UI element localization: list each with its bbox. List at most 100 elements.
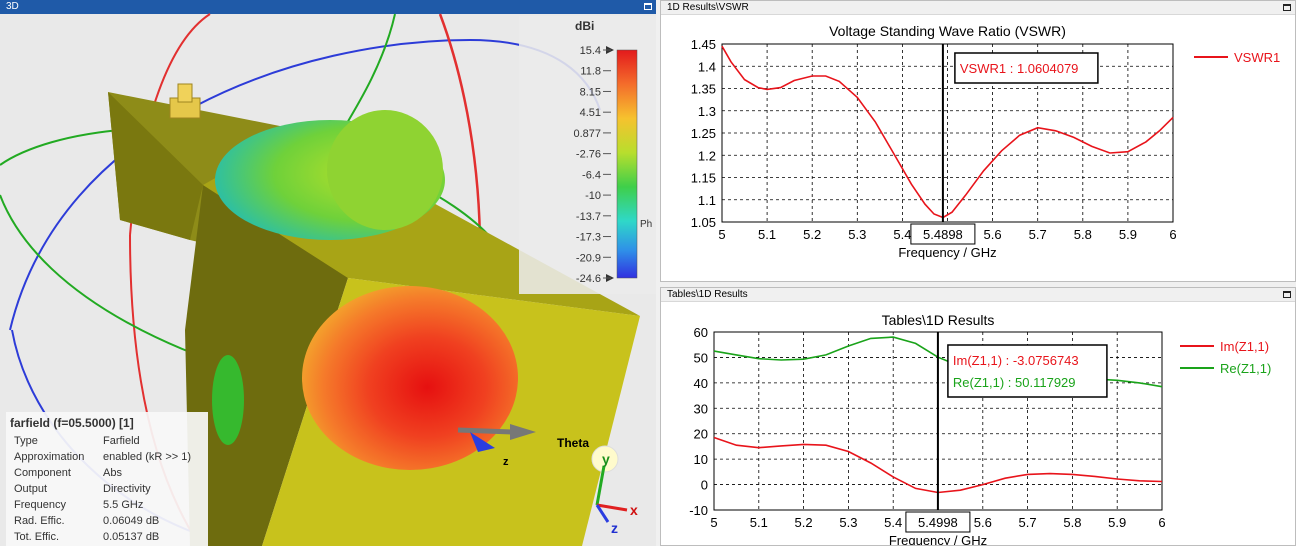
y-tick-label: 0 — [701, 478, 708, 493]
y-tick-label: 60 — [694, 325, 708, 340]
y-tick-label: 20 — [694, 427, 708, 442]
triad-x-axis — [596, 503, 628, 512]
legend-label: Re(Z1,1) — [1220, 361, 1271, 376]
y-tick-label: 1.05 — [691, 215, 716, 230]
colorbar-tick-label: 15.4 — [580, 45, 601, 57]
marker-value: 5.4898 — [923, 227, 963, 242]
y-tick-label: 1.25 — [691, 126, 716, 141]
x-tick-label: 5.9 — [1108, 515, 1126, 530]
marker-value: 5.4998 — [918, 515, 958, 530]
z-arrow-head — [470, 432, 495, 452]
info-key: Tot. Effic. — [14, 531, 60, 543]
marker-annotation-text: Im(Z1,1) : -3.0756743 — [953, 353, 1079, 368]
colorbar-tick-label: 8.15 — [580, 86, 601, 98]
vswr-titlebar[interactable]: 1D Results\VSWR — [661, 1, 1295, 15]
info-row: Rad. Effic. 0.06049 dB — [6, 513, 208, 529]
maximize-icon[interactable] — [644, 3, 652, 10]
x-tick-label: 5.8 — [1074, 227, 1092, 242]
marker-annotation-box — [947, 344, 1108, 398]
x-tick-label: 5 — [718, 227, 725, 242]
x-tick-label: 5.2 — [803, 227, 821, 242]
info-key: Frequency — [14, 499, 66, 511]
info-value: Directivity — [103, 483, 151, 495]
theta-arrow-head — [510, 424, 536, 440]
farfield-info-box: farfield (f=05.5000) [1] Type Farfield Ap… — [6, 412, 208, 546]
info-value: 5.5 GHz — [103, 499, 144, 511]
chart-title: Tables\1D Results — [882, 312, 995, 328]
colorbar-tick-label: -17.3 — [576, 232, 601, 244]
colorbar-svg: dBi 15.4 11.8 8.15 4.51 0.877 -2.76 -6.4 -10 -13… — [573, 19, 652, 285]
marker-annotation-text: Re(Z1,1) : 50.117929 — [953, 375, 1076, 390]
y-tick-label: 1.4 — [698, 59, 716, 74]
maximize-icon[interactable] — [1283, 4, 1291, 11]
connector-pin — [177, 83, 193, 103]
y-tick-label: 1.2 — [698, 148, 716, 163]
y-tick-label: 1.45 — [691, 37, 716, 52]
x-tick-label: 6 — [1158, 515, 1165, 530]
tables-panel[interactable]: Tables\1D Results Tables\1D Results 5 5.1 5… — [660, 287, 1296, 546]
info-key: Component — [14, 467, 71, 479]
info-key: Type — [14, 435, 38, 447]
back-lobe — [212, 355, 244, 445]
triad-y-label: y — [602, 451, 610, 467]
colorbar-tick-label: -2.76 — [576, 149, 601, 161]
maximize-icon[interactable] — [1283, 291, 1291, 298]
legend-label: Im(Z1,1) — [1220, 339, 1269, 354]
triad-y-axis — [595, 465, 606, 506]
chart-title: Voltage Standing Wave Ratio (VSWR) — [829, 23, 1066, 39]
triad-z-label: z — [611, 520, 618, 536]
triad-z-axis — [595, 504, 610, 523]
marker-value-box — [905, 511, 971, 533]
view3d-titlebar[interactable]: 3D — [0, 0, 656, 14]
x-tick-label: 5.8 — [1063, 515, 1081, 530]
y-tick-label: 1.1 — [698, 193, 716, 208]
x-axis-label: Frequency / GHz — [898, 245, 996, 260]
vswr-panel[interactable]: 1D Results\VSWR Voltage Standing Wave Ra… — [660, 0, 1296, 282]
info-value: 0.05137 dB — [103, 531, 160, 543]
info-key: Approximation — [14, 451, 85, 463]
info-value: Abs — [103, 467, 122, 479]
legend-label: VSWR1 — [1234, 50, 1280, 65]
theta-label: Theta — [557, 436, 589, 450]
view3d-panel[interactable]: 3D — [0, 0, 656, 546]
x-tick-label: 5 — [710, 515, 717, 530]
x-tick-label: 5.4 — [884, 515, 902, 530]
triad-x-label: x — [630, 502, 638, 518]
x-tick-label: 5.6 — [984, 227, 1002, 242]
y-tick-label: 50 — [694, 350, 708, 365]
vswr-panel-title: 1D Results\VSWR — [667, 2, 749, 13]
theta-arrow — [457, 427, 513, 435]
horn-side-face — [185, 185, 348, 546]
y-tick-label: 1.35 — [691, 82, 716, 97]
colorbar-tick-label: 4.51 — [580, 107, 601, 119]
info-row: Tot. Effic. 0.05137 dB — [6, 529, 208, 545]
colorbar-tick-label: 0.877 — [573, 128, 601, 140]
side-lobe-bulge — [327, 110, 443, 230]
colorbar-unit: dBi — [575, 19, 594, 33]
colorbar: dBi 15.4 11.8 8.15 4.51 0.877 -2.76 -6.4 -10 -13… — [519, 16, 656, 294]
triad-highlight[interactable] — [591, 445, 619, 473]
x-tick-label: 5.1 — [758, 227, 776, 242]
x-tick-label: 6 — [1169, 227, 1176, 242]
x-tick-label: 5.7 — [1019, 515, 1037, 530]
info-value: enabled (kR >> 1) — [103, 451, 192, 463]
x-tick-label: 5.6 — [974, 515, 992, 530]
tables-titlebar[interactable]: Tables\1D Results — [661, 288, 1295, 302]
info-row: Approximation enabled (kR >> 1) — [6, 449, 208, 465]
vswr-chart[interactable]: Voltage Standing Wave Ratio (VSWR) 5 5.1 5.… — [661, 1, 1296, 282]
waveguide-side — [108, 92, 203, 240]
colorbar-scale — [616, 49, 638, 279]
x-tick-label: 5.7 — [1029, 227, 1047, 242]
colorbar-tick-label: -10 — [585, 190, 601, 202]
impedance-chart[interactable]: Tables\1D Results55.15.25.35.45.55.65.75… — [661, 288, 1296, 546]
info-value: Farfield — [103, 435, 140, 447]
marker-value-box — [910, 223, 976, 245]
info-row: Type Farfield — [6, 433, 208, 449]
colorbar-tick-label: -6.4 — [582, 169, 601, 181]
colorbar-tick-label: -13.7 — [576, 211, 601, 223]
y-tick-label: -10 — [689, 503, 708, 518]
y-tick-label: 1.15 — [691, 171, 716, 186]
x-tick-label: 5.2 — [795, 515, 813, 530]
x-tick-label: 5.3 — [848, 227, 866, 242]
series-line-0[interactable] — [721, 45, 1174, 219]
